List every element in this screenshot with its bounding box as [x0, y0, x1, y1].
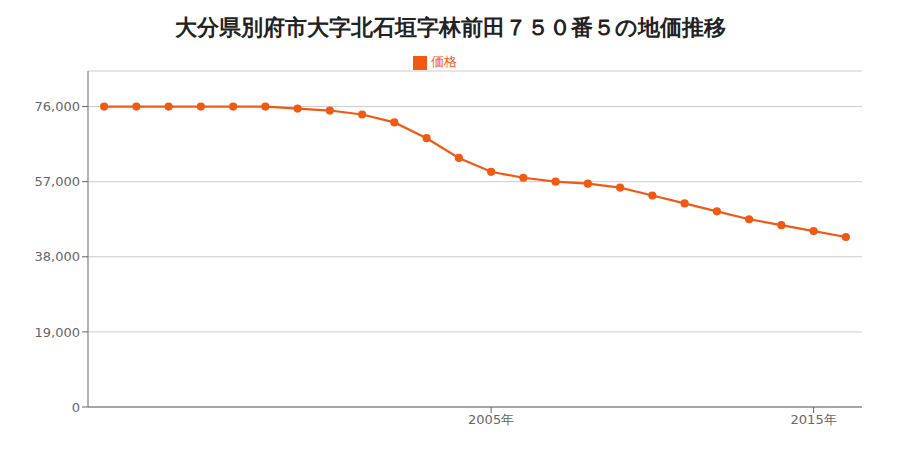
svg-text:19,000: 19,000: [35, 325, 81, 340]
svg-text:57,000: 57,000: [35, 174, 81, 189]
svg-text:2015年: 2015年: [791, 412, 837, 427]
svg-text:0: 0: [72, 400, 80, 415]
svg-text:38,000: 38,000: [35, 249, 81, 264]
html-text:大分県別府市大字北石垣字林前田７５０番５の地価推移: 大分県別府市大字北石垣字林前田７５０番５の地価推移: [174, 15, 726, 40]
html-text:価格: 価格: [431, 54, 457, 69]
svg-text:2005年: 2005年: [468, 412, 514, 427]
svg-text:76,000: 76,000: [35, 99, 81, 114]
